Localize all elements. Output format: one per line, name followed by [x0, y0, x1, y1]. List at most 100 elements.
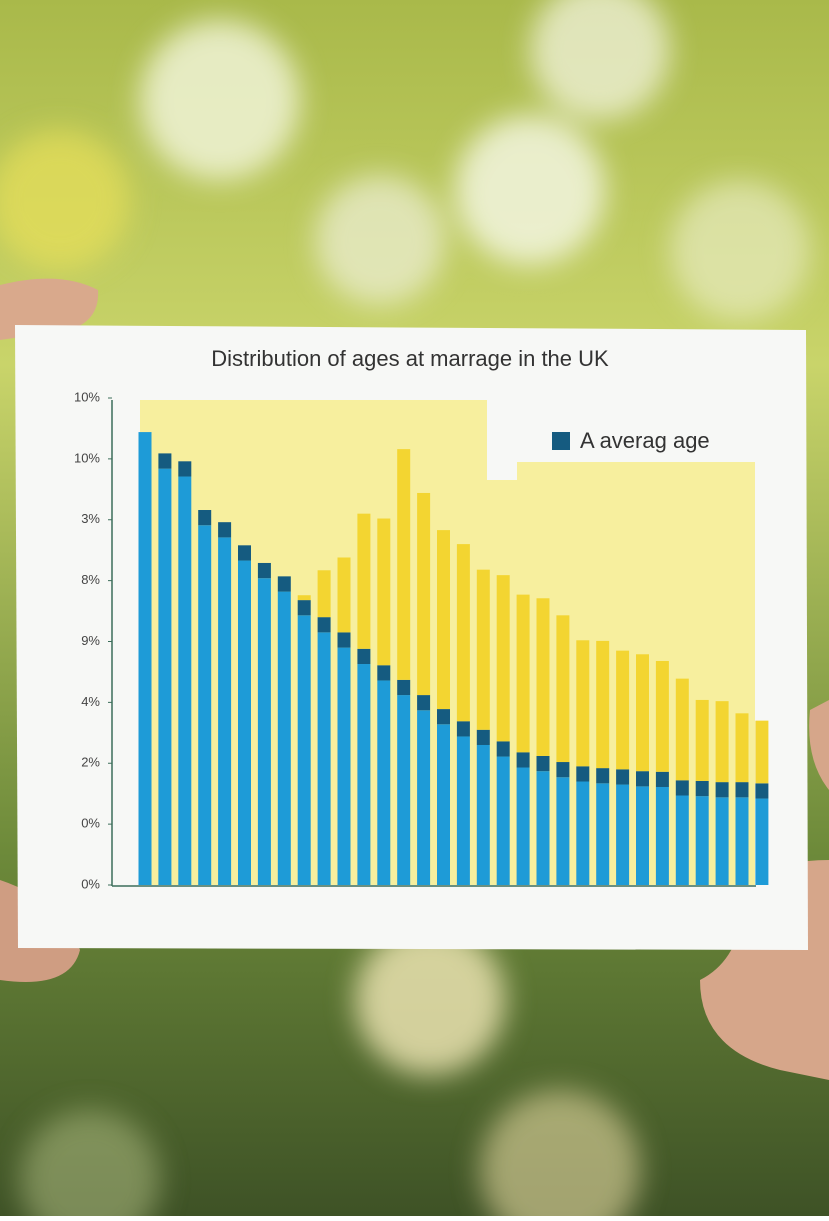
plot: 0% 0% 2% 4% 9% 8% 3% 10% 10% A averag age: [74, 389, 769, 891]
bar-segment: [138, 432, 152, 885]
bar-segment: [655, 660, 669, 772]
bar-segment: [536, 771, 550, 885]
y-tick-label: 0%: [81, 816, 100, 831]
bar-segment: [636, 771, 649, 787]
bar-segment: [257, 578, 271, 885]
y-tick-label: 9%: [81, 633, 100, 648]
bar-segment: [377, 518, 391, 666]
bar-segment: [437, 724, 450, 885]
bar-segment: [616, 650, 630, 770]
bar-segment: [616, 784, 630, 885]
bar-segment: [715, 797, 729, 885]
bar-segment: [675, 780, 689, 796]
legend-swatch: [552, 432, 570, 450]
bar-segment: [437, 709, 450, 725]
bar-segment: [198, 510, 212, 526]
bar-segment: [218, 537, 232, 885]
bar-segment: [317, 632, 331, 885]
legend-label: A averag age: [580, 428, 710, 453]
bar-segment: [397, 679, 411, 696]
bar-segment: [715, 701, 729, 783]
bar-segment: [377, 665, 391, 681]
bar-segment: [516, 752, 530, 768]
bar-segment: [695, 780, 709, 797]
bar-segment: [476, 569, 490, 730]
bar-segment: [596, 783, 610, 885]
bar-segment: [158, 468, 172, 885]
bar-segment: [476, 744, 490, 885]
bar-segment: [297, 595, 311, 601]
bar-segment: [516, 767, 530, 885]
y-tick-label: 10%: [74, 450, 100, 465]
bar-segment: [735, 782, 749, 798]
bar-segment: [337, 632, 351, 648]
bar-segment: [397, 449, 411, 680]
bar-segment: [576, 781, 590, 885]
bar-segment: [456, 721, 470, 737]
bar-segment: [516, 594, 530, 753]
bar-segment: [536, 755, 550, 772]
y-tick-label: 10%: [74, 389, 100, 404]
y-tick-label: 8%: [81, 572, 100, 587]
bar-segment: [417, 710, 431, 885]
bar-segment: [496, 756, 510, 885]
bar-segment: [198, 525, 212, 885]
bar-segment: [536, 598, 550, 756]
bar-segment: [317, 570, 331, 618]
bar-segment: [277, 576, 291, 592]
bar-segment: [675, 795, 689, 885]
bar-segment: [576, 766, 590, 782]
bar-segment: [715, 782, 729, 798]
bar-segment: [675, 678, 689, 781]
bar-segment: [596, 640, 610, 769]
bar-segment: [496, 741, 510, 757]
bar-segment: [695, 796, 709, 885]
bar-segment: [178, 476, 192, 885]
bar-segment: [456, 736, 470, 885]
bar-segment: [158, 453, 172, 469]
bar-segment: [357, 648, 371, 665]
bar-segment: [735, 797, 749, 885]
bar-segment: [337, 647, 351, 885]
bar-segment: [616, 769, 630, 785]
bar-segment: [397, 695, 411, 885]
bar-segment: [556, 615, 570, 763]
bar-segment: [337, 557, 351, 633]
y-tick-label: 2%: [81, 755, 100, 770]
bar-segment: [437, 530, 450, 710]
bar-segment: [636, 786, 649, 885]
bar-segment: [218, 522, 232, 538]
bar-segment: [277, 591, 291, 885]
bar-segment: [377, 680, 391, 885]
bar-segment: [297, 615, 311, 885]
bar-segment: [556, 777, 570, 885]
bar-segment: [655, 786, 669, 885]
bar-segment: [496, 575, 510, 742]
bar-segment: [417, 492, 431, 696]
bar-segment: [695, 699, 709, 781]
bar-segment: [755, 783, 769, 799]
chart-title: Distribution of ages at marrage in the U…: [211, 346, 609, 371]
bar-segment: [755, 720, 769, 784]
bokeh: [0, 0, 810, 1221]
y-tick-label: 0%: [81, 876, 100, 891]
bar-segment: [417, 695, 431, 711]
bar-segment: [238, 560, 251, 885]
bar-segment: [456, 544, 470, 722]
hand-left-top: [0, 278, 99, 340]
bar-segment: [238, 545, 251, 561]
bar-segment: [476, 729, 490, 745]
bar-segment: [596, 768, 610, 784]
bar-segment: [357, 513, 371, 649]
bar-segment: [655, 771, 669, 787]
bar-segment: [317, 617, 331, 633]
y-tick-label: 4%: [81, 694, 100, 709]
y-tick-label: 3%: [81, 511, 100, 526]
bar-segment: [576, 640, 590, 767]
bar-segment: [556, 762, 570, 778]
bar-segment: [755, 798, 769, 885]
bar-segment: [636, 654, 649, 772]
bar-segment: [297, 600, 311, 616]
